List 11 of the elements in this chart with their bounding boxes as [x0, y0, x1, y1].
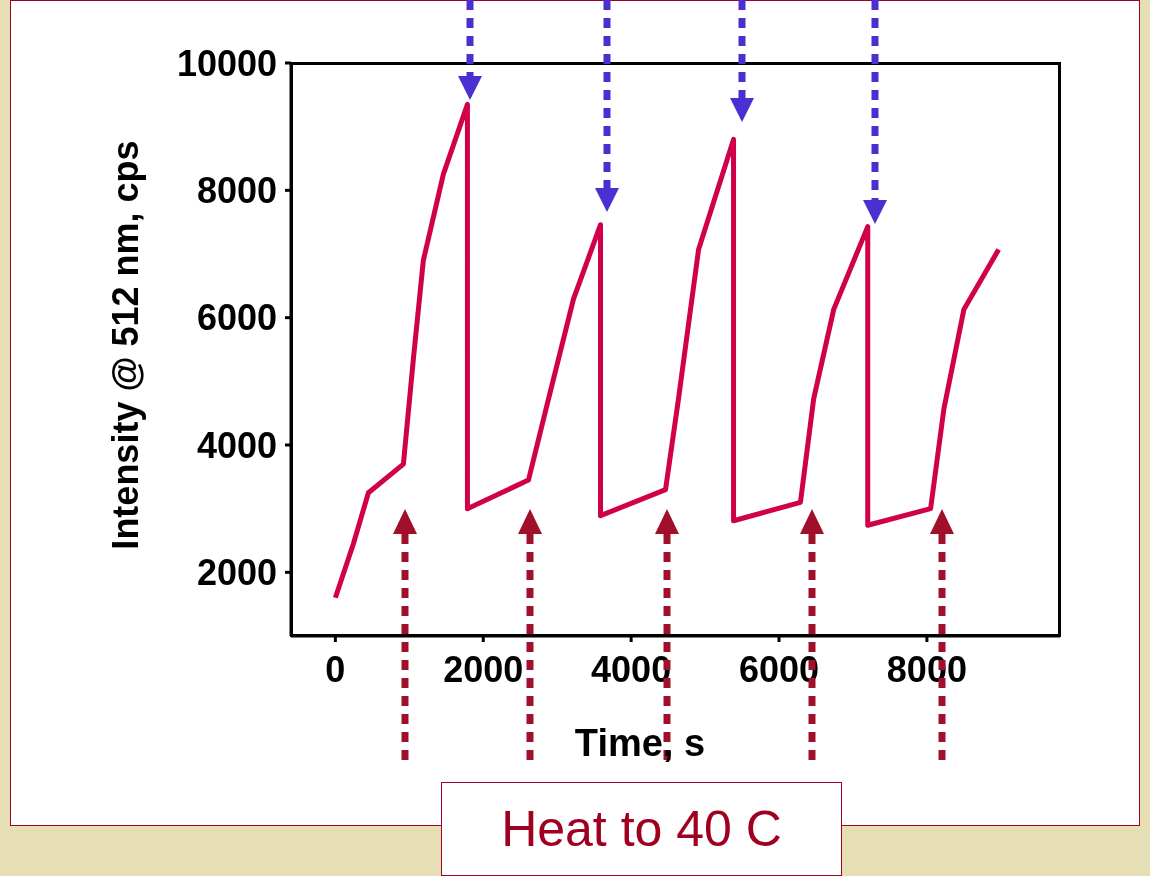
- x-tick-label: 2000: [443, 648, 524, 690]
- y-axis-title: Intensity @ 512 nm, cps: [105, 140, 147, 550]
- y-tick-label: 2000: [196, 552, 277, 594]
- y-tick-label: 8000: [196, 170, 277, 212]
- x-tick-label: 0: [325, 648, 346, 690]
- x-axis-title: Time, s: [573, 722, 707, 765]
- text: Heat to 40 C: [441, 782, 842, 876]
- y-tick-label: 4000: [196, 424, 277, 466]
- y-tick-label: 10000: [176, 42, 277, 84]
- x-tick-label: 6000: [738, 648, 820, 690]
- y-tick-label: 6000: [196, 297, 277, 339]
